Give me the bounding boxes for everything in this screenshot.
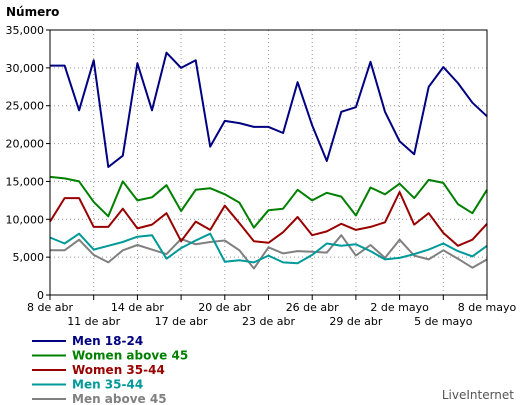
x-tick-label: 17 de abr (155, 315, 208, 328)
y-tick-label: 25,000 (6, 100, 45, 113)
x-tick-label: 29 de abr (329, 315, 382, 328)
series-lines (49, 51, 488, 270)
x-tick-label: 8 de mayo (458, 301, 517, 314)
legend-label: Women 35-44 (72, 363, 165, 377)
legend-label: Men 18-24 (72, 334, 143, 348)
y-tick-label: 15,000 (6, 175, 45, 188)
y-tick-label: 5,000 (13, 251, 45, 264)
x-tick-label: 20 de abr (198, 301, 251, 314)
x-tick-label: 5 de mayo (414, 315, 473, 328)
legend-label: Men above 45 (72, 392, 167, 405)
legend-label: Women above 45 (72, 349, 188, 363)
x-tick-label: 8 de abr (27, 301, 73, 314)
y-tick-label: 10,000 (6, 213, 45, 226)
x-tick-label: 11 de abr (67, 315, 120, 328)
y-tick-label: 35,000 (6, 24, 45, 37)
series-line (49, 191, 488, 247)
y-tick-label: 30,000 (6, 62, 45, 75)
series-line (49, 175, 488, 229)
y-tick-label: 0 (37, 289, 44, 302)
legend-label: Men 35-44 (72, 378, 143, 392)
credit-text: LiveInternet (442, 388, 514, 402)
axes: 0 5,000 10,000 15,000 20,000 25,000 30,000 35,0… (6, 24, 517, 328)
series-line (50, 234, 488, 270)
x-tick-label: 2 de mayo (370, 301, 429, 314)
y-tick-label: 20,000 (6, 138, 45, 151)
y-axis-label: Número (6, 5, 59, 19)
x-tick-label: 23 de abr (242, 315, 295, 328)
series-line (50, 51, 488, 168)
x-tick-label: 14 de abr (111, 301, 164, 314)
series-line (49, 232, 488, 265)
x-tick-label: 26 de abr (286, 301, 339, 314)
